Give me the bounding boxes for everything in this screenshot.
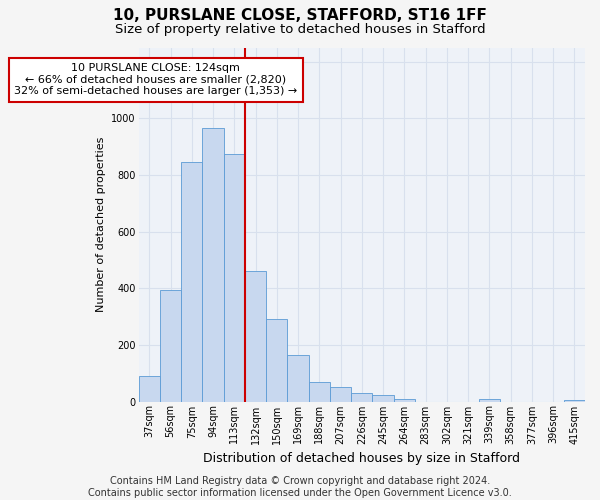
Bar bbox=[202, 128, 224, 402]
Bar bbox=[309, 382, 330, 402]
Bar bbox=[287, 356, 309, 402]
Bar bbox=[224, 154, 245, 402]
Text: Size of property relative to detached houses in Stafford: Size of property relative to detached ho… bbox=[115, 22, 485, 36]
Bar bbox=[564, 400, 585, 402]
Text: 10, PURSLANE CLOSE, STAFFORD, ST16 1FF: 10, PURSLANE CLOSE, STAFFORD, ST16 1FF bbox=[113, 8, 487, 22]
Bar bbox=[181, 162, 202, 402]
Bar bbox=[266, 320, 287, 402]
X-axis label: Distribution of detached houses by size in Stafford: Distribution of detached houses by size … bbox=[203, 452, 520, 465]
Text: 10 PURSLANE CLOSE: 124sqm
← 66% of detached houses are smaller (2,820)
32% of se: 10 PURSLANE CLOSE: 124sqm ← 66% of detac… bbox=[14, 63, 298, 96]
Bar bbox=[351, 393, 373, 402]
Bar bbox=[160, 290, 181, 402]
Bar bbox=[330, 388, 351, 402]
Bar bbox=[373, 396, 394, 402]
Y-axis label: Number of detached properties: Number of detached properties bbox=[96, 137, 106, 312]
Text: Contains HM Land Registry data © Crown copyright and database right 2024.
Contai: Contains HM Land Registry data © Crown c… bbox=[88, 476, 512, 498]
Bar bbox=[139, 376, 160, 402]
Bar bbox=[479, 398, 500, 402]
Bar bbox=[245, 271, 266, 402]
Bar bbox=[394, 398, 415, 402]
